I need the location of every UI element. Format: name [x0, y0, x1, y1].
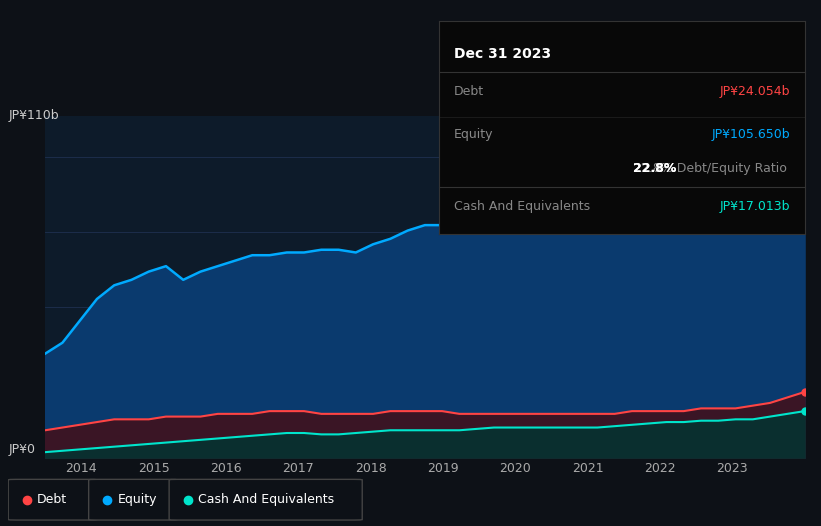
Text: Debt: Debt	[454, 85, 484, 98]
Text: 22.8%: 22.8%	[633, 161, 677, 175]
FancyBboxPatch shape	[169, 479, 362, 520]
Text: JP¥110b: JP¥110b	[8, 109, 59, 122]
Text: JP¥24.054b: JP¥24.054b	[719, 85, 790, 98]
Text: JP¥17.013b: JP¥17.013b	[719, 200, 790, 213]
FancyBboxPatch shape	[8, 479, 97, 520]
Text: JP¥0: JP¥0	[8, 443, 35, 456]
Text: Cash And Equivalents: Cash And Equivalents	[454, 200, 590, 213]
Text: Equity: Equity	[117, 493, 157, 506]
Text: Debt: Debt	[37, 493, 67, 506]
Text: 22.8% Debt/Equity Ratio: 22.8% Debt/Equity Ratio	[633, 161, 787, 175]
Text: 22.8%: 22.8%	[633, 161, 677, 175]
Text: Cash And Equivalents: Cash And Equivalents	[198, 493, 334, 506]
Text: JP¥105.650b: JP¥105.650b	[711, 127, 790, 140]
Text: Dec 31 2023: Dec 31 2023	[454, 47, 551, 60]
FancyBboxPatch shape	[89, 479, 177, 520]
Text: Equity: Equity	[454, 127, 493, 140]
